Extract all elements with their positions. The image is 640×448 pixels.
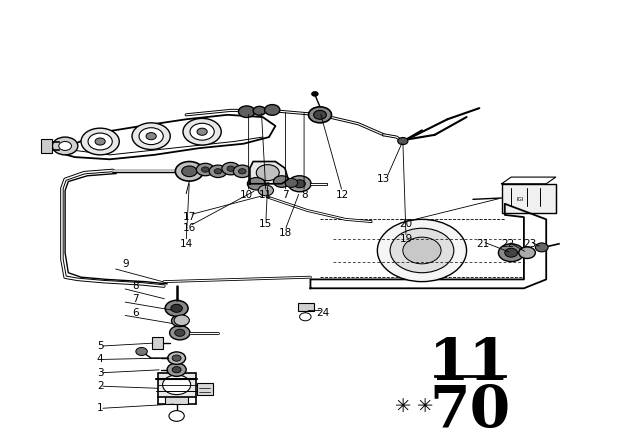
- Bar: [41, 139, 52, 153]
- Circle shape: [183, 118, 221, 145]
- Circle shape: [197, 128, 207, 135]
- Circle shape: [136, 348, 147, 355]
- Circle shape: [312, 92, 318, 96]
- Text: 18: 18: [278, 228, 292, 238]
- Circle shape: [171, 304, 182, 312]
- Circle shape: [390, 228, 454, 273]
- Circle shape: [169, 411, 184, 421]
- Text: 13: 13: [377, 174, 390, 184]
- Text: 24: 24: [317, 308, 330, 318]
- Circle shape: [288, 176, 311, 192]
- Text: 1: 1: [97, 403, 104, 414]
- Circle shape: [190, 123, 214, 140]
- Circle shape: [214, 168, 222, 174]
- Bar: [197, 383, 213, 395]
- Circle shape: [499, 244, 524, 262]
- Text: 9: 9: [122, 259, 129, 269]
- Circle shape: [234, 165, 251, 177]
- Text: 19: 19: [399, 234, 413, 244]
- Circle shape: [59, 142, 72, 151]
- Bar: [152, 337, 163, 349]
- Text: 20: 20: [399, 219, 413, 229]
- Circle shape: [182, 166, 197, 177]
- Circle shape: [536, 243, 548, 252]
- Text: 6: 6: [132, 308, 138, 318]
- Circle shape: [239, 106, 255, 117]
- Circle shape: [95, 138, 105, 145]
- Text: 70: 70: [429, 383, 510, 439]
- Circle shape: [397, 138, 408, 145]
- Circle shape: [163, 375, 191, 395]
- Bar: [157, 373, 196, 397]
- Text: 12: 12: [335, 190, 349, 200]
- Bar: [502, 184, 556, 213]
- Circle shape: [256, 164, 279, 181]
- Circle shape: [273, 176, 290, 187]
- Text: 21: 21: [476, 239, 489, 249]
- Circle shape: [222, 163, 240, 175]
- Circle shape: [168, 352, 186, 364]
- Circle shape: [52, 137, 78, 155]
- Circle shape: [146, 133, 156, 140]
- Bar: [165, 396, 188, 404]
- Text: 8: 8: [301, 190, 307, 200]
- Circle shape: [81, 128, 119, 155]
- Circle shape: [403, 237, 441, 264]
- Text: 10: 10: [240, 190, 253, 200]
- Polygon shape: [250, 162, 288, 184]
- Circle shape: [175, 162, 204, 181]
- Circle shape: [196, 164, 214, 176]
- Circle shape: [505, 248, 518, 257]
- Circle shape: [167, 363, 186, 376]
- Text: 3: 3: [97, 368, 104, 378]
- Circle shape: [88, 133, 112, 150]
- Circle shape: [165, 300, 188, 316]
- Text: 22: 22: [501, 239, 515, 249]
- Text: 17: 17: [183, 212, 196, 222]
- Circle shape: [253, 106, 266, 115]
- Circle shape: [258, 185, 273, 196]
- Circle shape: [294, 180, 305, 188]
- Text: 11: 11: [429, 336, 510, 392]
- Text: 4: 4: [97, 354, 104, 365]
- Text: 7: 7: [282, 190, 288, 200]
- Circle shape: [172, 315, 188, 327]
- Circle shape: [378, 220, 467, 282]
- Circle shape: [139, 128, 163, 145]
- Circle shape: [247, 177, 265, 190]
- Circle shape: [519, 247, 536, 258]
- Text: 7: 7: [132, 294, 138, 305]
- Circle shape: [172, 355, 181, 361]
- Circle shape: [202, 167, 209, 172]
- Text: 11: 11: [259, 190, 273, 200]
- Text: 16: 16: [183, 223, 196, 233]
- Circle shape: [227, 166, 235, 171]
- Text: ✳: ✳: [395, 396, 411, 416]
- Bar: [298, 302, 314, 310]
- Circle shape: [170, 326, 190, 340]
- Text: 15: 15: [259, 219, 273, 229]
- Circle shape: [209, 165, 227, 177]
- Circle shape: [175, 329, 185, 336]
- Text: 8: 8: [132, 281, 138, 291]
- Circle shape: [239, 168, 246, 174]
- Circle shape: [285, 178, 298, 187]
- Circle shape: [132, 123, 170, 150]
- Text: 5: 5: [97, 341, 104, 351]
- Circle shape: [176, 318, 184, 323]
- Text: IGI: IGI: [517, 197, 524, 202]
- Text: 14: 14: [180, 239, 193, 249]
- Text: 2: 2: [97, 381, 104, 391]
- Circle shape: [308, 107, 332, 123]
- Text: ✳: ✳: [417, 396, 433, 416]
- Circle shape: [314, 110, 326, 119]
- Circle shape: [264, 104, 280, 115]
- Text: 23: 23: [524, 239, 537, 249]
- Circle shape: [300, 313, 311, 321]
- Circle shape: [172, 366, 181, 373]
- Circle shape: [174, 315, 189, 326]
